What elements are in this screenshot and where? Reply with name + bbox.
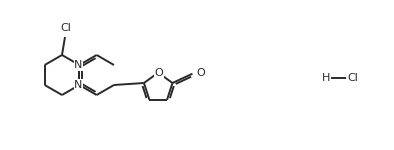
Text: N: N — [74, 60, 82, 70]
Text: Cl: Cl — [61, 23, 71, 33]
Text: Cl: Cl — [348, 73, 359, 83]
Text: N: N — [74, 80, 82, 90]
Text: H: H — [322, 73, 330, 83]
Text: O: O — [155, 68, 164, 78]
Text: O: O — [196, 68, 205, 78]
